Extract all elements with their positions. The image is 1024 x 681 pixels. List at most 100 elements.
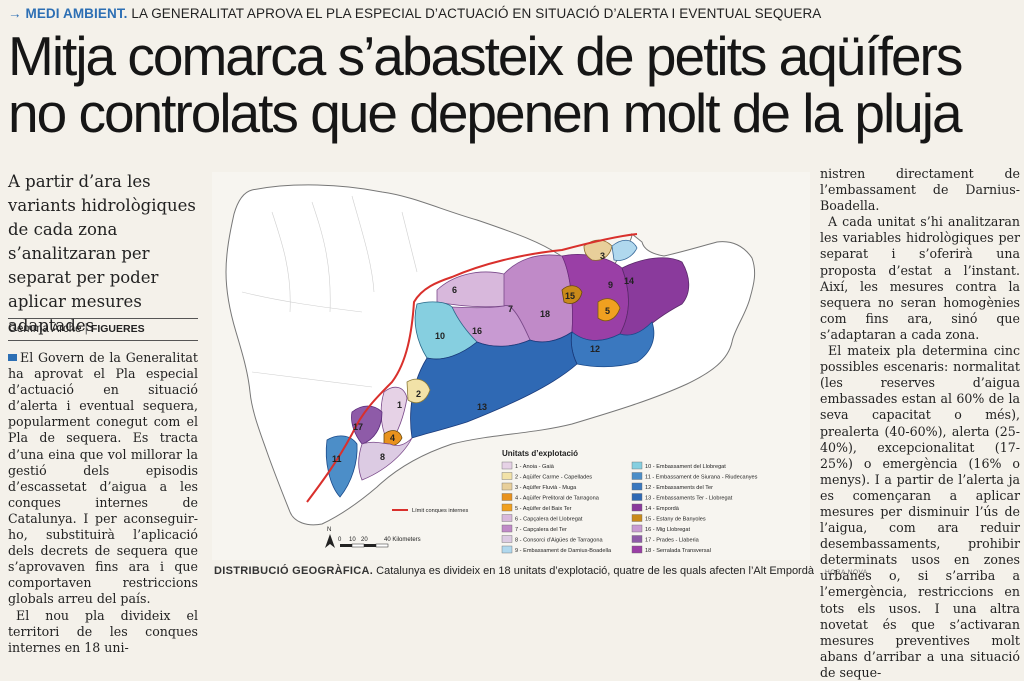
legend-label: 15 - Estany de Banyoles [645, 517, 706, 523]
legend-swatch [501, 482, 513, 491]
legend-label: 18 - Serralada Transversal [645, 548, 711, 554]
paragraph: El nou pla divideix el territori de les … [8, 607, 198, 655]
internal-basin-limit [306, 233, 638, 503]
legend-label: 2 - Aqüífer Carme - Capellades [515, 475, 592, 481]
zone-5 [597, 298, 621, 322]
zone-number-10: 10 [435, 331, 445, 341]
legend-label: 12 - Embassaments del Ter [645, 485, 713, 491]
zone-number-14: 14 [624, 276, 634, 286]
legend-swatch [631, 524, 643, 533]
zone-number-4: 4 [390, 433, 395, 443]
scale-label: 10 [349, 537, 356, 543]
zone-number-7: 7 [508, 304, 513, 314]
paragraph-text: El Govern de la Generalitat ha aprovat e… [8, 350, 198, 607]
zone-8 [358, 437, 413, 481]
zone-number-2: 2 [416, 389, 421, 399]
legend-label: 11 - Embassament de Siurana - Riudecanye… [645, 475, 758, 481]
legend-title: Unitats d’explotació [502, 449, 578, 458]
north-arrow-icon [325, 534, 335, 548]
kicker-text: LA GENERALITAT APROVA EL PLA ESPECIAL D’… [131, 6, 822, 21]
scale-label: 0 [338, 537, 342, 543]
legend-swatch [501, 535, 513, 543]
scale-bar: 0 10 20 40 Kilometers [338, 537, 421, 548]
map-figure: 6 7 18 3 9 14 15 5 12 16 10 13 2 1 17 4 … [212, 172, 810, 560]
limit-legend-label: Límit conques internes [412, 508, 468, 514]
photo-credit: HORA NOVA [825, 569, 868, 576]
legend-label: 7 - Capçalera del Ter [515, 527, 567, 533]
standfirst: A partir d’ara les variants hidrològique… [8, 172, 196, 335]
zone-number-1: 1 [397, 400, 402, 410]
legend-label: 4 - Aqüífer Prelitoral de Tarragona [515, 496, 600, 502]
zone-15 [561, 285, 583, 304]
zone-number-8: 8 [380, 452, 385, 462]
legend-label: 14 - Empordà [645, 506, 680, 512]
arrow-icon: → [8, 6, 22, 21]
legend-swatch [631, 482, 643, 491]
kicker-section: MEDI AMBIENT. [25, 6, 128, 21]
legend-label: 5 - Aqüífer del Baix Ter [515, 506, 572, 512]
legend-swatch [501, 461, 513, 470]
zone-number-11: 11 [332, 454, 342, 464]
paragraph: El Govern de la Generalitat ha aprovat e… [8, 350, 198, 608]
legend-swatch [631, 514, 643, 522]
legend-swatch [501, 545, 513, 554]
scale-label: 20 [361, 537, 368, 543]
byline: Gemma Arché | FIGUERES [8, 323, 145, 335]
zone-number-18: 18 [540, 309, 550, 319]
zone-2 [406, 378, 431, 404]
legend-label: 1 - Anoia - Gaià [515, 464, 555, 470]
legend-swatch [501, 493, 513, 501]
paragraph: El mateix pla determina cinc possibles e… [820, 343, 1020, 680]
byline-separator: | [84, 323, 88, 335]
article-column-3: nistren directament de l’embassament de … [820, 166, 1020, 681]
headline-line-1: Mitja comarca s’abasteix de petits aqüíf… [8, 25, 963, 87]
legend: 1 - Anoia - Gaià 2 - Aqüífer Carme - Cape… [501, 461, 758, 554]
catalonia-map: 6 7 18 3 9 14 15 5 12 16 10 13 2 1 17 4 … [225, 184, 758, 554]
scale-label: 40 Kilometers [384, 537, 421, 543]
zone-number-6: 6 [452, 285, 457, 295]
legend-swatch [501, 503, 513, 512]
legend-label: 10 - Embassament del Llobregat [645, 464, 726, 470]
byline-rule-bottom [8, 340, 198, 341]
legend-label: 13 - Embassaments Ter - Llobregat [645, 496, 733, 502]
byline-location: FIGUERES [90, 323, 145, 335]
figure-caption: DISTRIBUCIÓ GEOGRÀFICA. Catalunya es div… [214, 565, 867, 577]
legend-label: 8 - Consorci d’Aigües de Tarragona [515, 538, 603, 544]
author: Gemma Arché [8, 323, 82, 335]
zone-number-5: 5 [605, 306, 610, 316]
headline: Mitja comarca s’abasteix de petits aqüíf… [8, 28, 1018, 142]
zone-number-12: 12 [590, 344, 600, 354]
zone-number-9: 9 [608, 280, 613, 290]
zone-number-3: 3 [600, 251, 605, 261]
legend-label: 9 - Embassament de Darnius-Boadella [515, 548, 612, 554]
legend-swatch [501, 524, 513, 533]
zone-1 [380, 386, 408, 445]
zone-number-16: 16 [472, 326, 482, 336]
zone-14 [619, 257, 690, 337]
legend-swatch [631, 535, 643, 543]
caption-title: DISTRIBUCIÓ GEOGRÀFICA. [214, 565, 374, 577]
legend-swatch [631, 461, 643, 470]
zone-number-17: 17 [353, 422, 363, 432]
legend-swatch [631, 503, 643, 512]
lead-bullet-icon [8, 354, 17, 361]
legend-swatch [501, 472, 513, 480]
comarca-boundaries [241, 195, 418, 388]
zone-9 [611, 239, 638, 261]
legend-swatch [631, 545, 643, 554]
article-column-1: El Govern de la Generalitat ha aprovat e… [8, 350, 198, 656]
caption-text: Catalunya es divideix en 18 unitats d’ex… [376, 565, 814, 577]
paragraph: A cada unitat s’hi analitzaran les varia… [820, 214, 1020, 342]
legend-label: 3 - Aqüífer Fluvià - Muga [515, 485, 577, 491]
zone-number-13: 13 [477, 402, 487, 412]
paragraph: nistren directament de l’embassament de … [820, 166, 1020, 214]
legend-swatch [631, 493, 643, 501]
byline-rule-top [8, 318, 198, 319]
zone-17 [351, 405, 383, 445]
north-label: N [327, 527, 331, 533]
legend-label: 6 - Capçalera del Llobregat [515, 517, 583, 523]
kicker: → MEDI AMBIENT. LA GENERALITAT APROVA EL… [8, 6, 821, 21]
headline-line-2: no controlats que depenen molt de la plu… [8, 82, 963, 144]
zone-number-15: 15 [565, 291, 575, 301]
legend-swatch [631, 472, 643, 480]
